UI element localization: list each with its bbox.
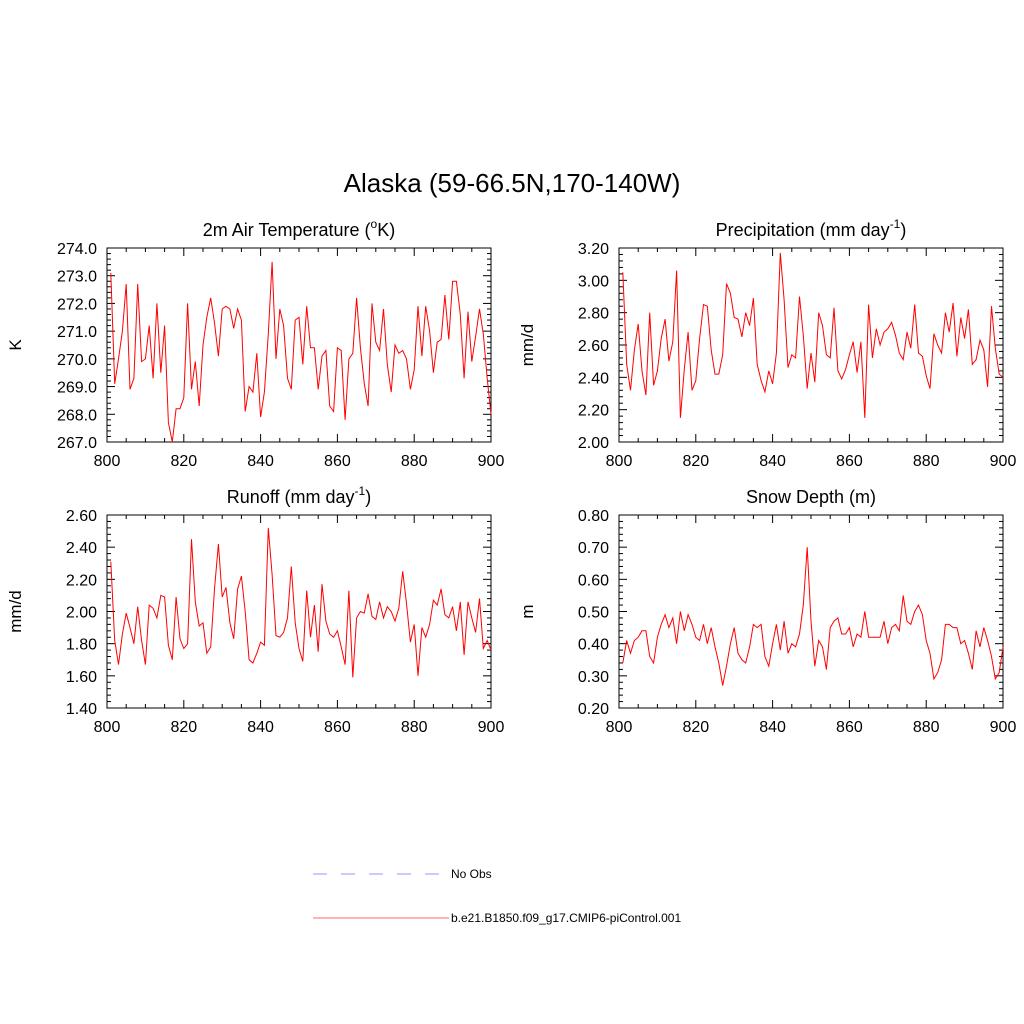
x-tick-label: 860 — [324, 719, 351, 736]
y-tick-label: 2.60 — [578, 338, 609, 355]
x-tick-label: 860 — [836, 719, 863, 736]
y-tick-label: 2.00 — [66, 605, 97, 622]
panel-title-sup: o — [371, 217, 378, 231]
panel-title-text: Snow Depth (m) — [746, 487, 876, 507]
plot-frame — [106, 247, 492, 443]
y-tick-label: 2.20 — [578, 403, 609, 420]
x-tick-label: 820 — [682, 453, 709, 470]
y-tick-label: 0.60 — [578, 572, 609, 589]
x-tick-label: 820 — [682, 719, 709, 736]
y-axis-label: mm/d — [518, 324, 537, 367]
x-tick-label: 820 — [170, 453, 197, 470]
plot-frame — [106, 514, 492, 709]
y-tick-label: 3.00 — [578, 273, 609, 290]
y-tick-label: 2.20 — [66, 572, 97, 589]
panel-title: 2m Air Temperature (oK) — [203, 217, 395, 240]
panel-title-tail: ) — [900, 220, 906, 240]
y-tick-label: 1.40 — [66, 701, 97, 718]
y-tick-label: 272.0 — [57, 296, 97, 313]
panel-title-text: Runoff (mm day — [227, 487, 355, 507]
series-line-model — [110, 261, 492, 443]
y-tick-label: 2.40 — [66, 540, 97, 557]
x-tick-label: 900 — [478, 453, 505, 470]
y-tick-label: 2.00 — [578, 435, 609, 452]
series-line-model — [110, 527, 492, 678]
legend-label-model: b.e21.B1850.f09_g17.CMIP6-piControl.001 — [451, 911, 681, 925]
y-axis-label: K — [6, 339, 25, 351]
panels: 2m Air Temperature (oK) K 267.0 268.0 269.0 2… — [6, 217, 1016, 736]
panel-title-tail: K) — [377, 220, 395, 240]
panel-title: Snow Depth (m) — [746, 487, 876, 507]
y-tick-label: 270.0 — [57, 352, 97, 369]
panel-title: Precipitation (mm day-1) — [716, 217, 907, 240]
y-axis-label: mm/d — [6, 590, 25, 633]
panel-title: Runoff (mm day-1) — [227, 484, 371, 507]
y-tick-label: 0.70 — [578, 540, 609, 557]
y-tick-label: 0.40 — [578, 637, 609, 654]
panel-snow-depth: Snow Depth (m) m 0.20 0.30 0.40 0.50 0.60 0.70 0… — [518, 487, 1016, 736]
y-tick-label: 0.80 — [578, 508, 609, 525]
x-tick-label: 880 — [401, 453, 428, 470]
x-tick-label: 840 — [759, 453, 786, 470]
y-axis-label: m — [518, 604, 537, 618]
y-tick-label: 2.80 — [578, 306, 609, 323]
x-tick-label: 800 — [606, 453, 633, 470]
series-line-model — [622, 547, 1004, 686]
y-tick-label: 267.0 — [57, 435, 97, 452]
y-tick-label: 2.40 — [578, 370, 609, 387]
x-tick-label: 880 — [913, 719, 940, 736]
y-tick-label: 269.0 — [57, 380, 97, 397]
x-tick-label: 840 — [247, 453, 274, 470]
panel-title-sup: -1 — [890, 217, 901, 231]
y-tick-label: 0.20 — [578, 701, 609, 718]
y-tick-label: 273.0 — [57, 269, 97, 286]
y-tick-label: 1.60 — [66, 669, 97, 686]
panel-title-tail: ) — [365, 487, 371, 507]
legend-label-no-obs: No Obs — [451, 867, 492, 881]
panel-title-text: 2m Air Temperature ( — [203, 220, 371, 240]
figure-title: Alaska (59-66.5N,170-140W) — [344, 168, 681, 198]
legend: No Obs b.e21.B1850.f09_g17.CMIP6-piContr… — [313, 867, 681, 925]
y-tick-label: 271.0 — [57, 324, 97, 341]
x-tick-label: 840 — [759, 719, 786, 736]
x-tick-label: 800 — [94, 719, 121, 736]
x-tick-label: 900 — [478, 719, 505, 736]
series-line-model — [622, 252, 1004, 418]
y-tick-label: 3.20 — [578, 241, 609, 258]
y-tick-label: 2.60 — [66, 508, 97, 525]
panel-title-sup: -1 — [355, 484, 366, 498]
x-tick-label: 860 — [324, 453, 351, 470]
y-tick-label: 274.0 — [57, 241, 97, 258]
x-tick-label: 800 — [606, 719, 633, 736]
y-tick-label: 0.30 — [578, 669, 609, 686]
x-tick-label: 800 — [94, 453, 121, 470]
x-tick-label: 820 — [170, 719, 197, 736]
x-tick-label: 860 — [836, 453, 863, 470]
y-tick-label: 1.80 — [66, 637, 97, 654]
panel-precipitation: Precipitation (mm day-1) mm/d 2.00 2.20 2.40… — [518, 217, 1016, 470]
x-tick-label: 840 — [247, 719, 274, 736]
x-tick-label: 900 — [990, 719, 1017, 736]
panel-title-text: Precipitation (mm day — [716, 220, 890, 240]
panel-2m-air-temperature: 2m Air Temperature (oK) K 267.0 268.0 269.0 2… — [6, 217, 504, 470]
panel-runoff: Runoff (mm day-1) mm/d 1.40 1.60 1.80 2.00 2.2… — [6, 484, 504, 736]
y-tick-label: 0.50 — [578, 605, 609, 622]
y-tick-label: 268.0 — [57, 407, 97, 424]
x-tick-label: 900 — [990, 453, 1017, 470]
x-tick-label: 880 — [913, 453, 940, 470]
x-tick-label: 880 — [401, 719, 428, 736]
